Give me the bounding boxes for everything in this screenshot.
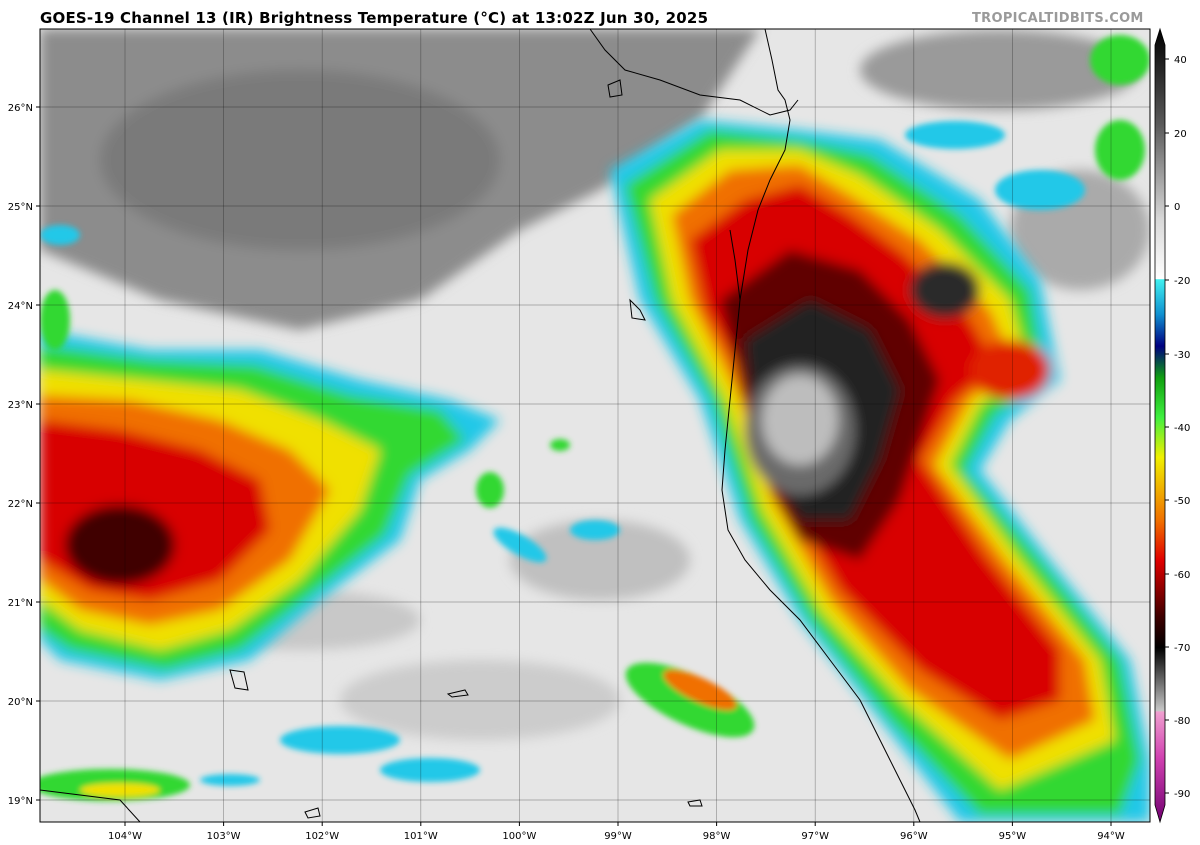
colorbar-tick-label: -60 xyxy=(1174,570,1190,581)
colorbar-tick-label: 40 xyxy=(1174,55,1187,66)
longitude-labels: 104°W 103°W 102°W 101°W 100°W 99°W 98°W 97°W 96°… xyxy=(108,822,1125,842)
latitude-label: 23°N xyxy=(8,400,33,411)
colorbar-scale xyxy=(1154,27,1166,824)
latitude-label: 19°N xyxy=(8,796,33,807)
longitude-label: 95°W xyxy=(999,831,1027,842)
longitude-label: 102°W xyxy=(305,831,339,842)
longitude-label: 98°W xyxy=(703,831,731,842)
graticule xyxy=(40,29,1150,822)
latitude-label: 24°N xyxy=(8,301,33,312)
latitude-label: 21°N xyxy=(8,598,33,609)
colorbar-ticks: 40 20 0 -20 -30 -40 -50 -60 -70 -80 -90 xyxy=(1165,55,1190,800)
colorbar-tick-label: -30 xyxy=(1174,350,1190,361)
satellite-imagery xyxy=(40,29,1150,822)
longitude-label: 100°W xyxy=(502,831,536,842)
colorbar-tick-label: -90 xyxy=(1174,789,1190,800)
colorbar-tick-label: -20 xyxy=(1174,276,1190,287)
latitude-label: 26°N xyxy=(8,103,33,114)
longitude-label: 104°W xyxy=(108,831,142,842)
colorbar-tick-label: 20 xyxy=(1174,129,1187,140)
latitude-label: 25°N xyxy=(8,202,33,213)
latitude-label: 20°N xyxy=(8,697,33,708)
latitude-labels: 26°N 25°N 24°N 23°N 22°N 21°N 20°N 19°N xyxy=(8,103,40,807)
colorbar-tick-label: 0 xyxy=(1174,202,1180,213)
source-credit: TROPICALTIDBITS.COM xyxy=(972,11,1144,26)
colorbar-tick-label: -40 xyxy=(1174,423,1190,434)
coastline xyxy=(40,29,921,822)
longitude-label: 97°W xyxy=(801,831,829,842)
longitude-label: 101°W xyxy=(404,831,438,842)
map-frame xyxy=(39,28,1151,823)
colorbar-tick-label: -50 xyxy=(1174,496,1190,507)
latitude-label: 22°N xyxy=(8,499,33,510)
colorbar-tick-label: -70 xyxy=(1174,643,1190,654)
longitude-label: 96°W xyxy=(900,831,928,842)
longitude-label: 103°W xyxy=(207,831,241,842)
colorbar: 40 20 0 -20 -30 -40 -50 -60 -70 -80 -90 xyxy=(1154,27,1190,824)
colorbar-tick-label: -80 xyxy=(1174,716,1190,727)
longitude-label: 99°W xyxy=(604,831,632,842)
map-title: GOES-19 Channel 13 (IR) Brightness Tempe… xyxy=(40,9,709,27)
longitude-label: 94°W xyxy=(1097,831,1125,842)
